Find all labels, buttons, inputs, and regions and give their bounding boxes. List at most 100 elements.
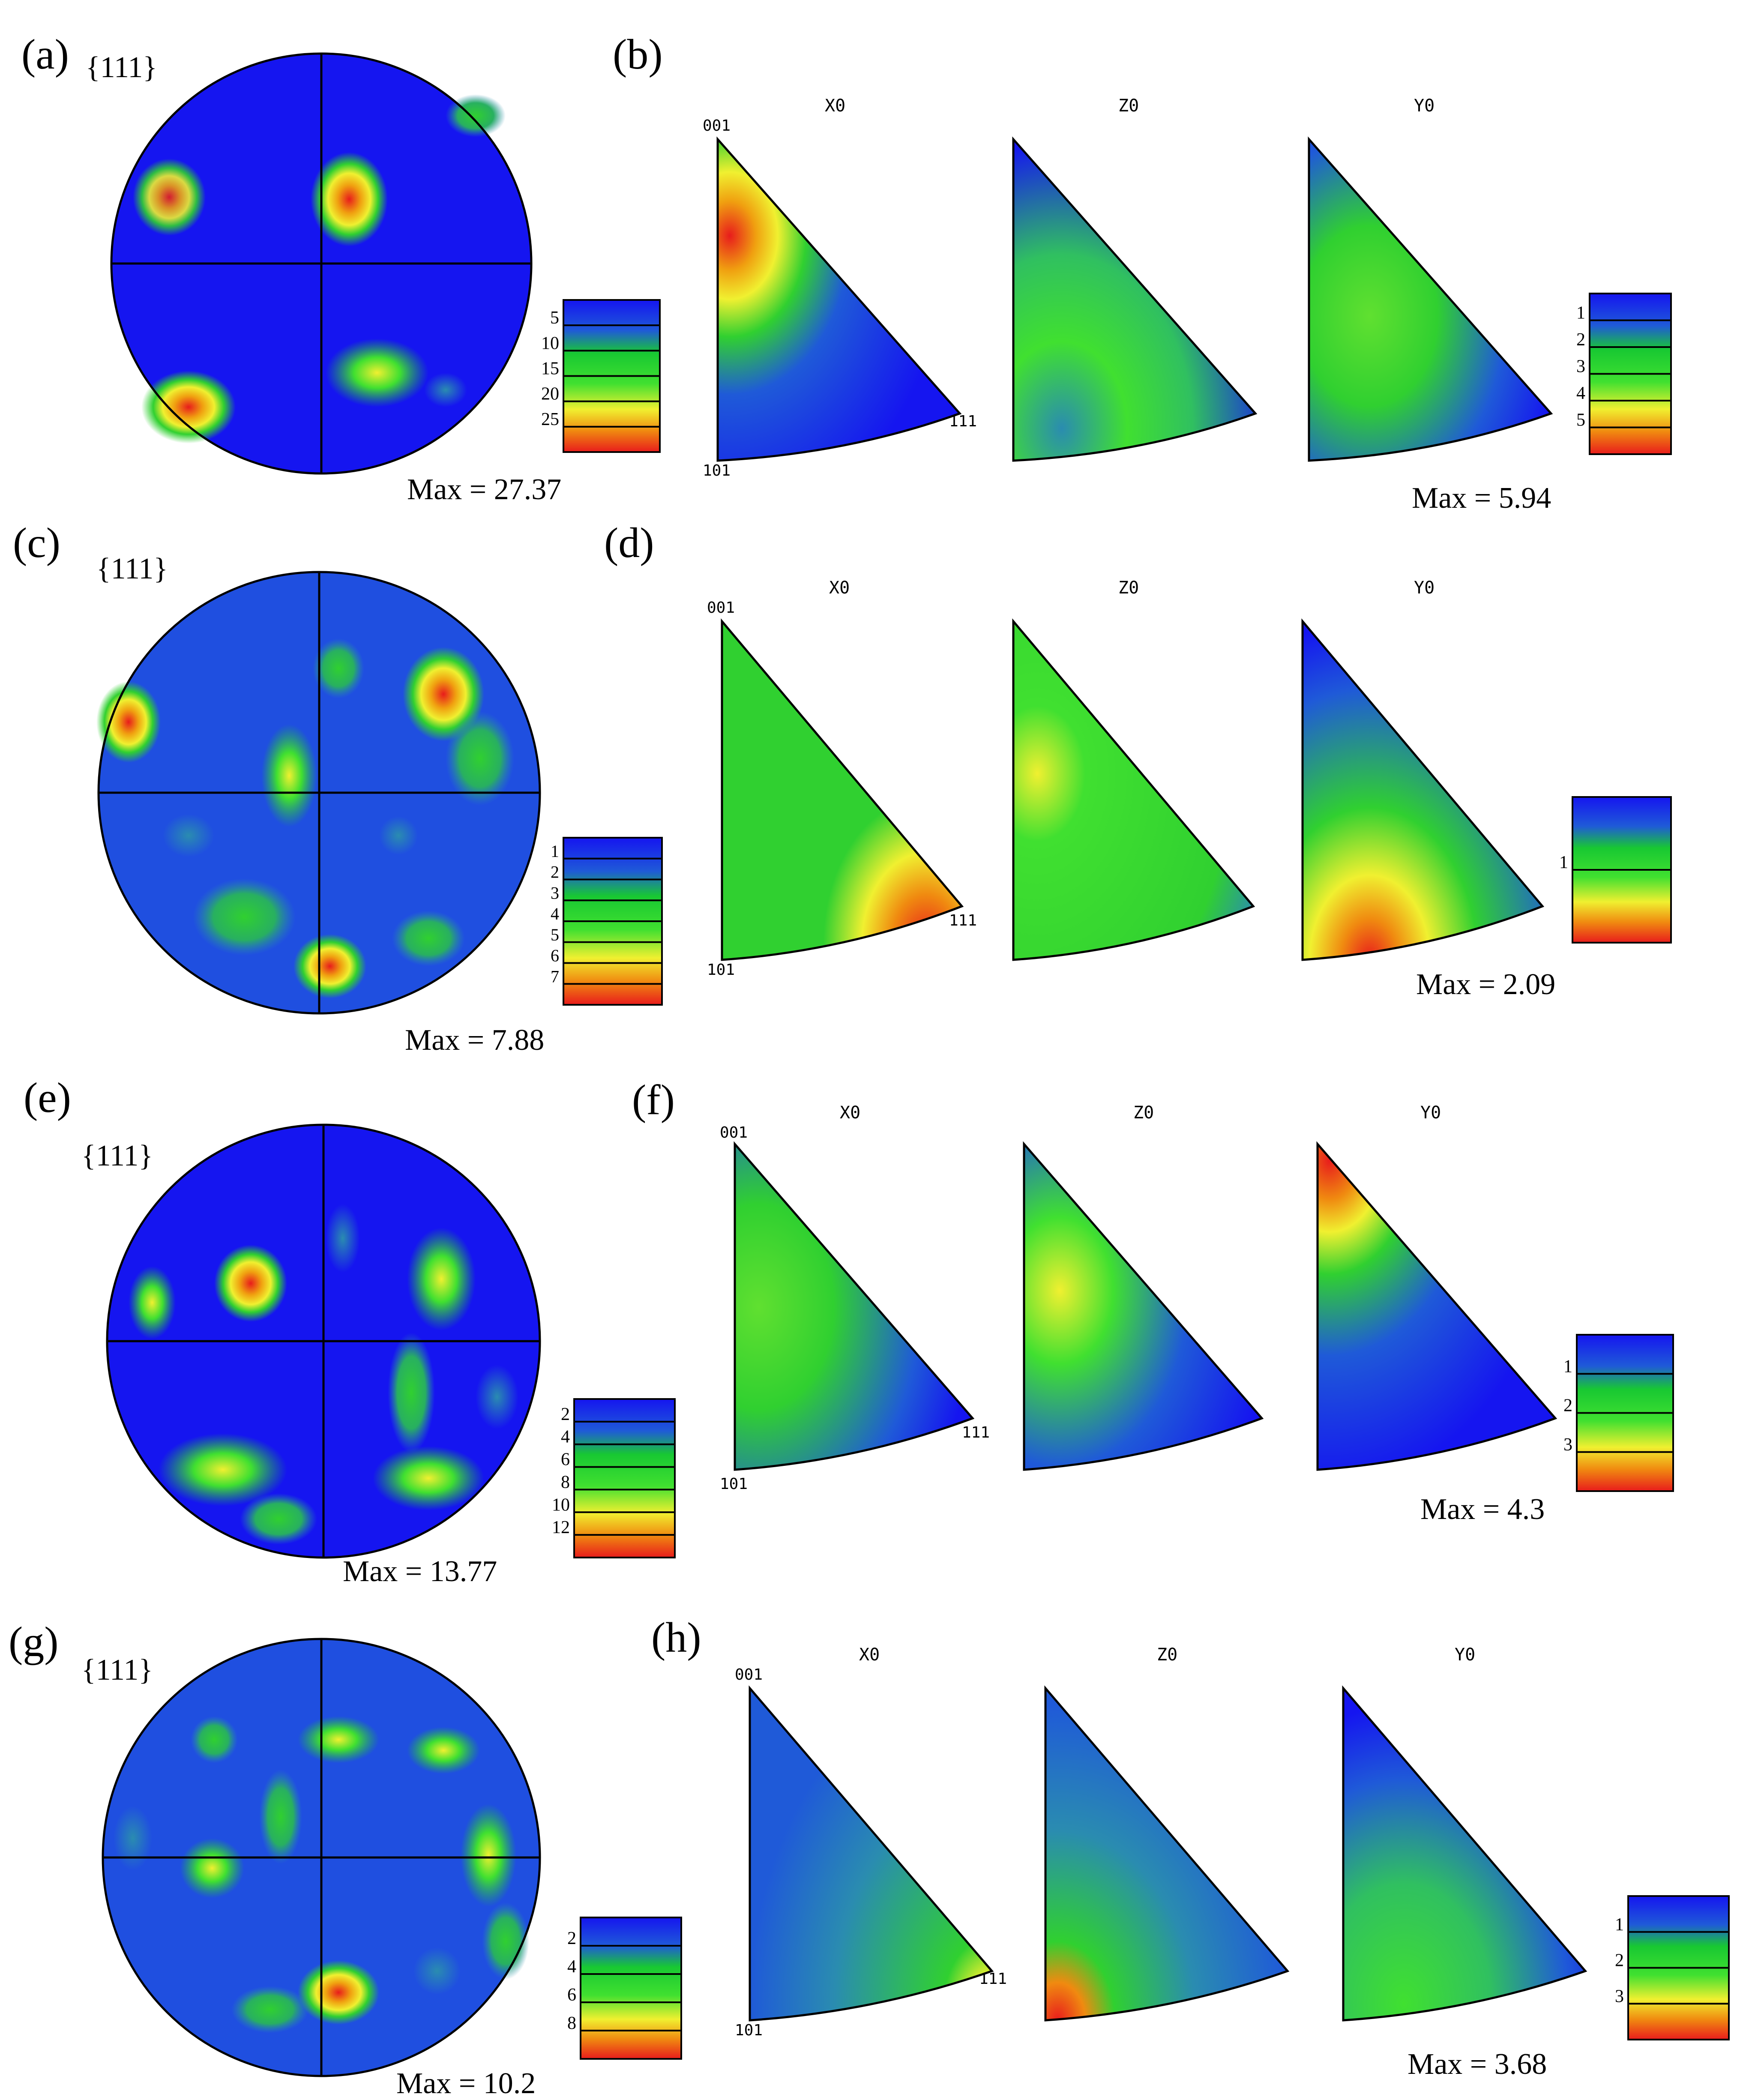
pole-figure-scale-c-tick-label: 7 (551, 967, 559, 986)
pole-figure-scale-c-tick-label: 4 (551, 904, 559, 923)
ipf-max-h: Max = 3.68 (1408, 2048, 1547, 2081)
ipf-corner-b-101: 101 (703, 462, 731, 479)
ipf-scale-b-tick-label: 1 (1576, 303, 1585, 323)
panel-label-c: (c) (13, 519, 60, 566)
ipf-scale-h-tick-label: 1 (1615, 1915, 1624, 1935)
pole-figure-max-e: Max = 13.77 (343, 1555, 497, 1588)
pole-figure-c-hotspots (96, 638, 514, 998)
ipf-max-d: Max = 2.09 (1416, 968, 1555, 1001)
pole-figure-a-hotspots (133, 94, 506, 443)
ipf-scale-b: 1 2 3 4 5 (1576, 293, 1672, 455)
ipf-title-b-z0: Z0 (1118, 96, 1139, 116)
ipf-title-f-z0: Z0 (1133, 1103, 1154, 1123)
ipf-max-b: Max = 5.94 (1412, 482, 1551, 515)
ipf-title-d-z0: Z0 (1118, 578, 1139, 598)
ipf-corner-d-001: 001 (707, 599, 735, 617)
pole-figure-scale-c-tick-label: 6 (551, 946, 559, 965)
pole-figure-scale-e-tick-label: 4 (561, 1427, 570, 1447)
pole-figure-e (106, 1123, 541, 1559)
ipf-scale-f-tick-label: 1 (1563, 1357, 1572, 1376)
pole-figure-title-e: {111} (81, 1139, 153, 1172)
ipf-scale-f-tick-label: 2 (1563, 1396, 1572, 1416)
ipf-scale-h: 1 2 3 (1615, 1895, 1730, 2040)
ipf-triangle-d-x0 (721, 618, 964, 961)
panel-label-d: (d) (604, 519, 654, 566)
ipf-triangle-d-y0 (1301, 618, 1545, 961)
pole-figure-scale-e-tick-label: 2 (561, 1405, 570, 1424)
pole-figure-scale-a-tick-label: 10 (541, 333, 559, 353)
panel-label-b: (b) (613, 30, 663, 78)
ipf-triangle-h-z0 (1044, 1685, 1290, 2022)
pole-figure-scale-c-tick-label: 5 (551, 925, 559, 944)
ipf-scale-d: 1 (1559, 796, 1672, 944)
ipf-corner-f-001: 001 (720, 1124, 748, 1141)
ipf-triangle-f-z0 (1023, 1141, 1264, 1471)
pole-figure-scale-c-tick-label: 3 (551, 883, 559, 902)
pole-figure-scale-a-tick-label: 20 (541, 384, 559, 404)
ipf-corner-d-111: 111 (949, 912, 977, 929)
pole-figure-c (96, 571, 541, 1015)
pole-figure-scale-a-tick-label: 5 (550, 308, 559, 328)
pole-figure-scale-e-tick-label: 6 (561, 1450, 570, 1470)
ipf-title-h-x0: X0 (859, 1645, 880, 1665)
ipf-corner-b-001: 001 (703, 117, 731, 135)
ipf-scale-d-tick-label: 1 (1559, 853, 1568, 872)
ipf-triangle-f-x0 (734, 1141, 975, 1471)
ipf-scale-f-tick-label: 3 (1563, 1435, 1572, 1455)
ipf-triangle-f-y0 (1316, 1141, 1557, 1471)
panel-label-h: (h) (651, 1614, 701, 1661)
panel-label-f: (f) (632, 1076, 675, 1123)
ipf-scale-b-tick-label: 4 (1576, 383, 1585, 403)
pole-figure-scale-e-tick-label: 10 (552, 1495, 570, 1515)
ipf-title-b-y0: Y0 (1414, 96, 1435, 116)
panel-label-g: (g) (9, 1618, 59, 1666)
ipf-triangle-b-y0 (1308, 136, 1553, 462)
panel-label-e: (e) (24, 1074, 71, 1121)
ipf-scale-b-tick-label: 2 (1576, 330, 1585, 350)
ipf-triangle-b-x0 (716, 136, 962, 462)
ipf-corner-h-001: 001 (735, 1666, 763, 1684)
ipf-title-f-y0: Y0 (1420, 1103, 1441, 1123)
ipf-title-h-z0: Z0 (1157, 1645, 1177, 1665)
ipf-title-b-x0: X0 (825, 96, 845, 116)
ipf-corner-f-101: 101 (720, 1475, 748, 1493)
pole-figure-g (102, 1638, 541, 2077)
pole-figure-scale-g: 2 4 6 8 (567, 1917, 682, 2060)
pole-figure-scale-c-tick-label: 1 (551, 842, 559, 861)
pole-figure-scale-g-tick-label: 4 (567, 1957, 576, 1977)
pole-figure-scale-a-tick-label: 15 (541, 359, 559, 379)
ipf-corner-h-101: 101 (735, 2022, 763, 2039)
ipf-scale-b-tick-label: 3 (1576, 357, 1585, 377)
pole-figure-scale-g-tick-label: 8 (567, 2013, 576, 2033)
ipf-scale-h-tick-label: 3 (1615, 1986, 1624, 2006)
pole-figure-scale-a-tick-label: 25 (541, 410, 559, 429)
pole-figure-a (110, 52, 533, 475)
ipf-triangle-d-z0 (1012, 618, 1255, 961)
panel-label-a: (a) (21, 30, 69, 78)
ipf-triangle-h-x0 (749, 1685, 994, 2022)
pole-figure-title-a: {111} (86, 51, 157, 84)
pole-figure-scale-e-tick-label: 12 (552, 1518, 570, 1537)
pole-figure-title-c: {111} (96, 552, 168, 585)
ipf-scale-b-tick-label: 5 (1576, 410, 1585, 430)
pole-figure-g-hotspots (114, 1716, 529, 2033)
ipf-title-d-x0: X0 (829, 578, 850, 598)
pole-figure-scale-g-tick-label: 6 (567, 1985, 576, 2005)
ipf-max-f: Max = 4.3 (1420, 1493, 1545, 1526)
ipf-corner-f-111: 111 (962, 1424, 990, 1441)
pole-figure-scale-c-tick-label: 2 (551, 863, 559, 882)
pole-figure-scale-a: 5 10 15 20 25 (541, 299, 661, 453)
pole-figure-title-g: {111} (81, 1654, 153, 1687)
ipf-title-d-y0: Y0 (1414, 578, 1435, 598)
ipf-corner-d-101: 101 (707, 961, 735, 979)
ipf-title-h-y0: Y0 (1455, 1645, 1475, 1665)
ipf-title-f-x0: X0 (840, 1103, 860, 1123)
ipf-scale-f: 1 2 3 (1563, 1334, 1674, 1492)
pole-figure-max-c: Max = 7.88 (405, 1024, 544, 1057)
